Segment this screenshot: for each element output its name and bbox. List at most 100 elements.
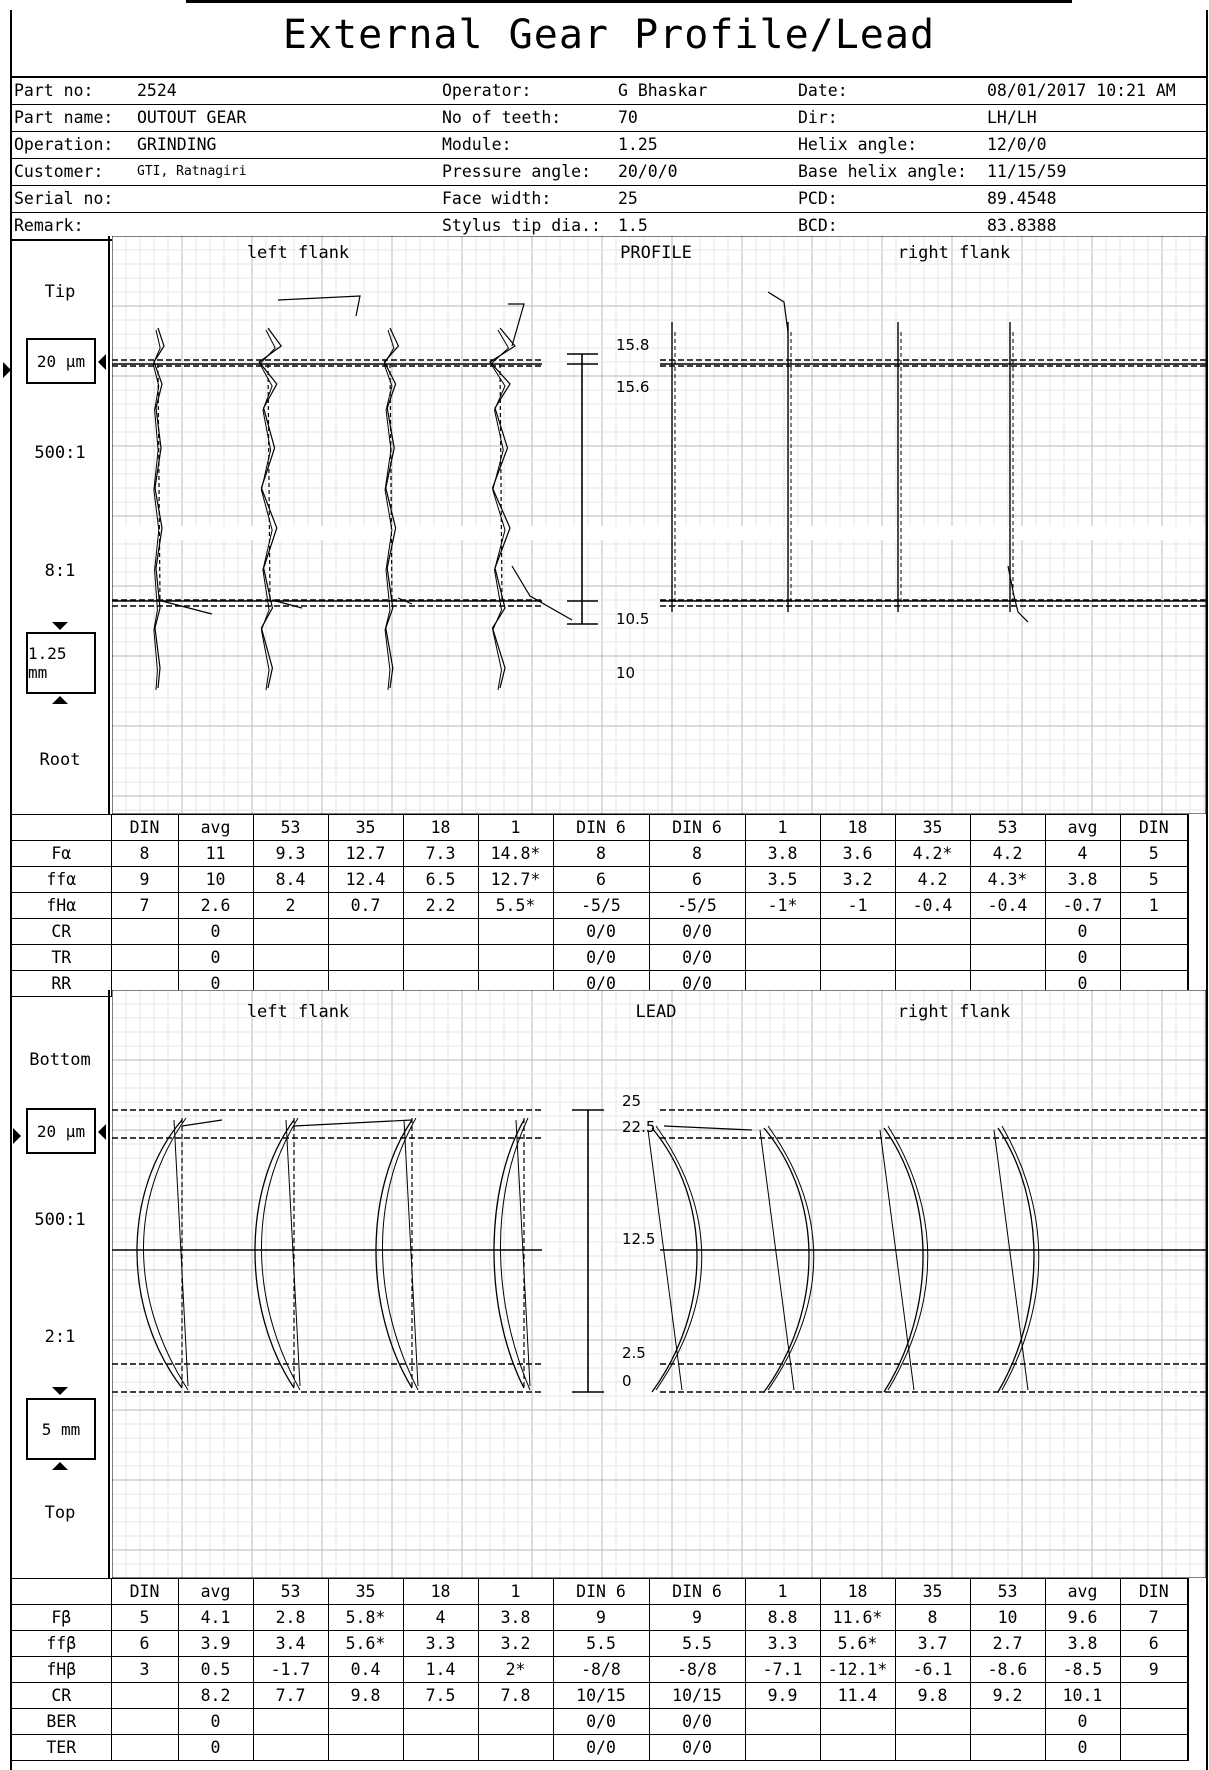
table-cell: 10/15 (552, 1682, 650, 1709)
row-label: fHβ (10, 1656, 112, 1683)
report-title: External Gear Profile/Lead (282, 12, 936, 58)
table-cell: 0 (1044, 918, 1121, 945)
table-cell (1119, 944, 1189, 971)
table-cell: 4.2* (894, 840, 971, 867)
table-cell: 6 (1119, 1630, 1189, 1657)
scale-value: 25 (622, 1092, 641, 1110)
table-cell: 4.2 (969, 840, 1046, 867)
table-cell: 3.8 (1044, 866, 1121, 893)
up-triangle-icon (52, 696, 68, 704)
trace-line (173, 1119, 189, 1387)
left-flank-label: left flank (247, 1002, 349, 1022)
table-cell: 5.5* (477, 892, 554, 919)
table-cell: 14.8* (477, 840, 554, 867)
column-header: DIN (110, 1578, 179, 1605)
left-triangle-icon (98, 354, 106, 370)
trace-line (655, 1125, 703, 1391)
table-cell: -0.4 (894, 892, 971, 919)
table-cell (1119, 1708, 1189, 1735)
trace-line (285, 1119, 301, 1387)
header-value: GRINDING (137, 135, 217, 154)
table-row: CR 8.2 7.7 9.8 7.5 7.8 10/15 10/15 9.9 11.4 9.8 9.2… (10, 1682, 1189, 1709)
table-row: ffα 9 10 8.4 12.4 6.5 12.7* 6 6 3.5 3.2 4.2 4.3* 3.8 5 (10, 866, 1189, 893)
table-cell (819, 1734, 896, 1761)
lead-length-box: 5 mm (26, 1398, 96, 1460)
table-cell: 0/0 (648, 918, 746, 945)
table-cell (402, 1734, 479, 1761)
table-cell: 5.5 (648, 1630, 746, 1657)
table-cell: -1* (744, 892, 821, 919)
scale-value: 15.8 (616, 336, 649, 354)
profile-scale-box: 20 µm (26, 338, 96, 384)
table-cell (110, 1734, 179, 1761)
table-cell (969, 918, 1046, 945)
header-value: 70 (618, 108, 638, 127)
table-cell: 4.2 (894, 866, 971, 893)
table-cell: 3.8 (744, 840, 821, 867)
trace-line (511, 565, 573, 621)
table-cell (1119, 1734, 1189, 1761)
trace-line (383, 329, 395, 691)
table-row: ffβ 6 3.9 3.4 5.6* 3.3 3.2 5.5 5.5 3.3 5.6* 3.7 2.7 3… (10, 1630, 1189, 1657)
table-cell: 4.1 (177, 1604, 254, 1631)
table-row: TR 0 0/0 0/0 0 (10, 944, 1189, 971)
lead-ratio-vertical: 500:1 (34, 1210, 86, 1230)
trace-line (993, 1129, 1029, 1391)
table-cell (744, 918, 821, 945)
header-value: GTI, Ratnagiri (137, 164, 247, 179)
trace-line (759, 1129, 795, 1391)
trace-line (489, 327, 516, 689)
table-row: CR 0 0/0 0/0 0 (10, 918, 1189, 945)
table-cell: -7.1 (744, 1656, 821, 1683)
trace-line (271, 599, 303, 609)
table-cell: 6 (110, 1630, 179, 1657)
table-cell: -8/8 (552, 1656, 650, 1683)
table-cell: 3.8 (477, 1604, 554, 1631)
table-cell: 0/0 (552, 944, 650, 971)
header-value: 1.25 (618, 135, 658, 154)
table-cell (110, 1682, 179, 1709)
header-label: Stylus tip dia.: (442, 216, 601, 235)
table-cell: 0 (177, 1734, 254, 1761)
header-value: 83.8388 (987, 216, 1057, 235)
table-cell: 0 (177, 1708, 254, 1735)
right-flank-label: right flank (898, 243, 1011, 263)
trace-line (403, 1119, 419, 1387)
header-row: Operation: GRINDING Module: 1.25 Helix angle… (10, 132, 1208, 159)
table-cell (894, 1734, 971, 1761)
header-label: Helix angle: (798, 135, 918, 154)
column-header: DIN (110, 814, 179, 841)
table-cell (110, 918, 179, 945)
header-label: Operator: (442, 81, 532, 100)
table-cell: 5 (1119, 840, 1189, 867)
lead-side-panel: Bottom 20 µm 500:1 2:1 5 mm Top (10, 990, 110, 1578)
profile-ratio-horizontal: 8:1 (44, 561, 76, 581)
table-cell: 3.3 (402, 1630, 479, 1657)
table-cell (969, 1734, 1046, 1761)
trace-line (136, 1119, 183, 1389)
trace-line (763, 1127, 810, 1393)
table-row: DIN avg 53 35 18 1 DIN 6 DIN 6 1 18 35 53 avg DIN (10, 1578, 1189, 1605)
trace-line (879, 1129, 915, 1391)
trace-line (515, 1119, 531, 1387)
row-label: CR (10, 1682, 112, 1709)
trace-line (663, 1125, 753, 1131)
header-label: Operation: (14, 135, 114, 154)
trace-line (1007, 565, 1029, 623)
row-label: TER (10, 1734, 112, 1761)
profile-label: PROFILE (620, 243, 692, 263)
table-cell: 0 (1044, 944, 1121, 971)
table-cell: 0/0 (552, 1708, 650, 1735)
table-cell: 10 (969, 1604, 1046, 1631)
trace-line (143, 1117, 189, 1391)
table-cell (402, 944, 479, 971)
header-value: 89.4548 (987, 189, 1057, 208)
header-value: 2524 (137, 81, 177, 100)
reference-line (499, 363, 503, 603)
table-cell: 2* (477, 1656, 554, 1683)
scale-value: 15.6 (616, 378, 649, 396)
table-cell: 6.5 (402, 866, 479, 893)
table-cell: 0/0 (648, 1734, 746, 1761)
table-cell: 7.7 (252, 1682, 329, 1709)
table-cell (252, 1708, 329, 1735)
